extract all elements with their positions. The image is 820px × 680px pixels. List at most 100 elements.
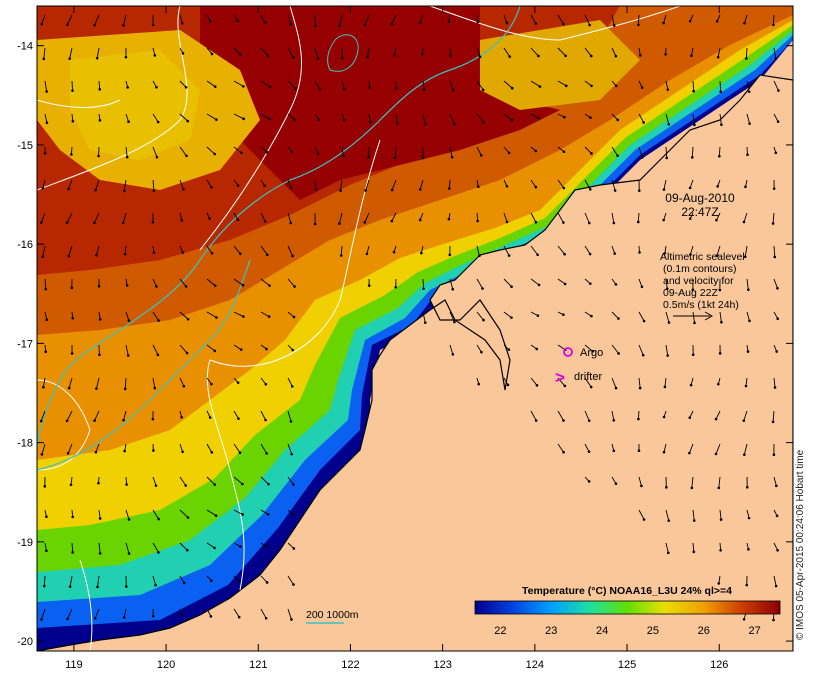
velocity-arrow [746,278,749,290]
velocity-arrow-head [716,55,720,59]
velocity-arrows [39,14,780,622]
lat-tick-label: -16 [17,239,33,251]
velocity-arrow-head [242,85,245,88]
velocity-arrow-head [291,348,295,352]
velocity-arrow [665,278,668,289]
velocity-arrow-head [612,24,616,27]
velocity-arrow-head [717,582,721,585]
velocity-arrow-head [369,120,372,124]
velocity-arrow [530,113,539,119]
velocity-arrow-head [449,54,452,58]
velocity-arrow [557,278,566,285]
velocity-arrow-head [95,56,99,60]
velocity-arrow-head [534,419,538,422]
velocity-arrow [125,146,128,158]
velocity-arrow-head [715,20,719,23]
velocity-arrow [611,377,617,389]
velocity-arrow [449,278,454,290]
velocity-arrow-head [664,52,667,56]
velocity-arrow-head [213,284,217,287]
velocity-arrow-head [365,252,369,256]
velocity-arrow-head [66,23,69,26]
velocity-arrow [206,80,216,88]
velocity-arrow [340,179,343,191]
velocity-arrow [206,608,212,617]
velocity-arrow-head [662,450,666,454]
velocity-arrow-head [155,285,158,288]
velocity-arrow-head [185,351,189,355]
lon-tick-label: 122 [341,659,359,671]
velocity-arrow-head [44,350,48,354]
velocity-arrow [233,410,239,419]
velocity-arrow [94,608,100,619]
velocity-arrow [503,14,508,24]
velocity-arrow [664,377,667,387]
velocity-arrow-head [418,21,422,25]
velocity-arrow-head [536,314,540,317]
velocity-arrow-head [478,55,482,59]
velocity-arrow [530,212,537,223]
velocity-arrow [95,377,100,389]
velocity-arrow [233,278,244,286]
velocity-arrow [71,542,74,553]
velocity-arrow [503,80,513,89]
velocity-arrow-head [534,220,538,224]
velocity-arrow-head [587,419,591,422]
velocity-arrow-head [290,452,294,456]
velocity-arrow [530,14,537,24]
velocity-arrow-head [563,282,567,286]
velocity-arrow [206,113,217,121]
velocity-arrow [233,113,244,120]
velocity-arrow [557,80,567,87]
velocity-arrow [449,47,452,56]
velocity-arrow [152,179,155,191]
velocity-arrow [42,377,46,388]
velocity-arrow [260,377,267,385]
velocity-arrow [422,278,425,289]
velocity-arrow [314,47,319,59]
velocity-arrow-head [213,483,217,486]
velocity-arrow-head [314,188,318,192]
velocity-arrow-head [264,418,267,422]
velocity-arrow-head [587,221,591,225]
velocity-arrow-head [265,452,268,455]
lat-tick-label: -18 [17,438,33,450]
velocity-arrow-head [395,122,399,125]
velocity-arrow [152,476,157,486]
isobath-line [37,259,251,471]
velocity-arrow-head [777,89,780,92]
velocity-arrow [365,179,370,191]
velocity-arrow-head [313,222,317,226]
velocity-arrow-head [210,251,214,255]
velocity-arrow-head [67,386,71,390]
velocity-arrow-head [185,548,189,552]
velocity-arrow [260,113,270,120]
velocity-arrow-head [773,255,777,259]
velocity-arrow-head [264,616,268,620]
colorbar-tick-label: 27 [748,625,760,637]
velocity-arrow-head [747,516,751,520]
velocity-arrow-head [42,584,46,588]
velocity-arrow-head [157,319,160,322]
velocity-arrow [123,14,127,26]
velocity-arrow [341,146,344,157]
velocity-arrow [314,80,321,90]
velocity-arrow-head [94,450,98,454]
velocity-arrow [611,344,619,354]
velocity-arrow-head [184,285,188,288]
velocity-arrow [368,113,371,123]
velocity-arrow [557,344,566,351]
velocity-arrow-head [748,122,751,125]
velocity-arrow-head [507,151,511,155]
velocity-arrow-head [506,383,510,387]
sealevel-contour [199,6,302,251]
velocity-arrow [206,278,216,287]
altimetry-line: and velocity for [663,275,734,287]
velocity-arrow [206,443,213,453]
velocity-arrow [557,14,564,25]
velocity-arrow [66,410,73,422]
velocity-arrow-head [693,123,696,127]
velocity-arrow [206,476,216,485]
velocity-arrow-head [69,483,73,487]
velocity-arrow-head [637,449,641,453]
